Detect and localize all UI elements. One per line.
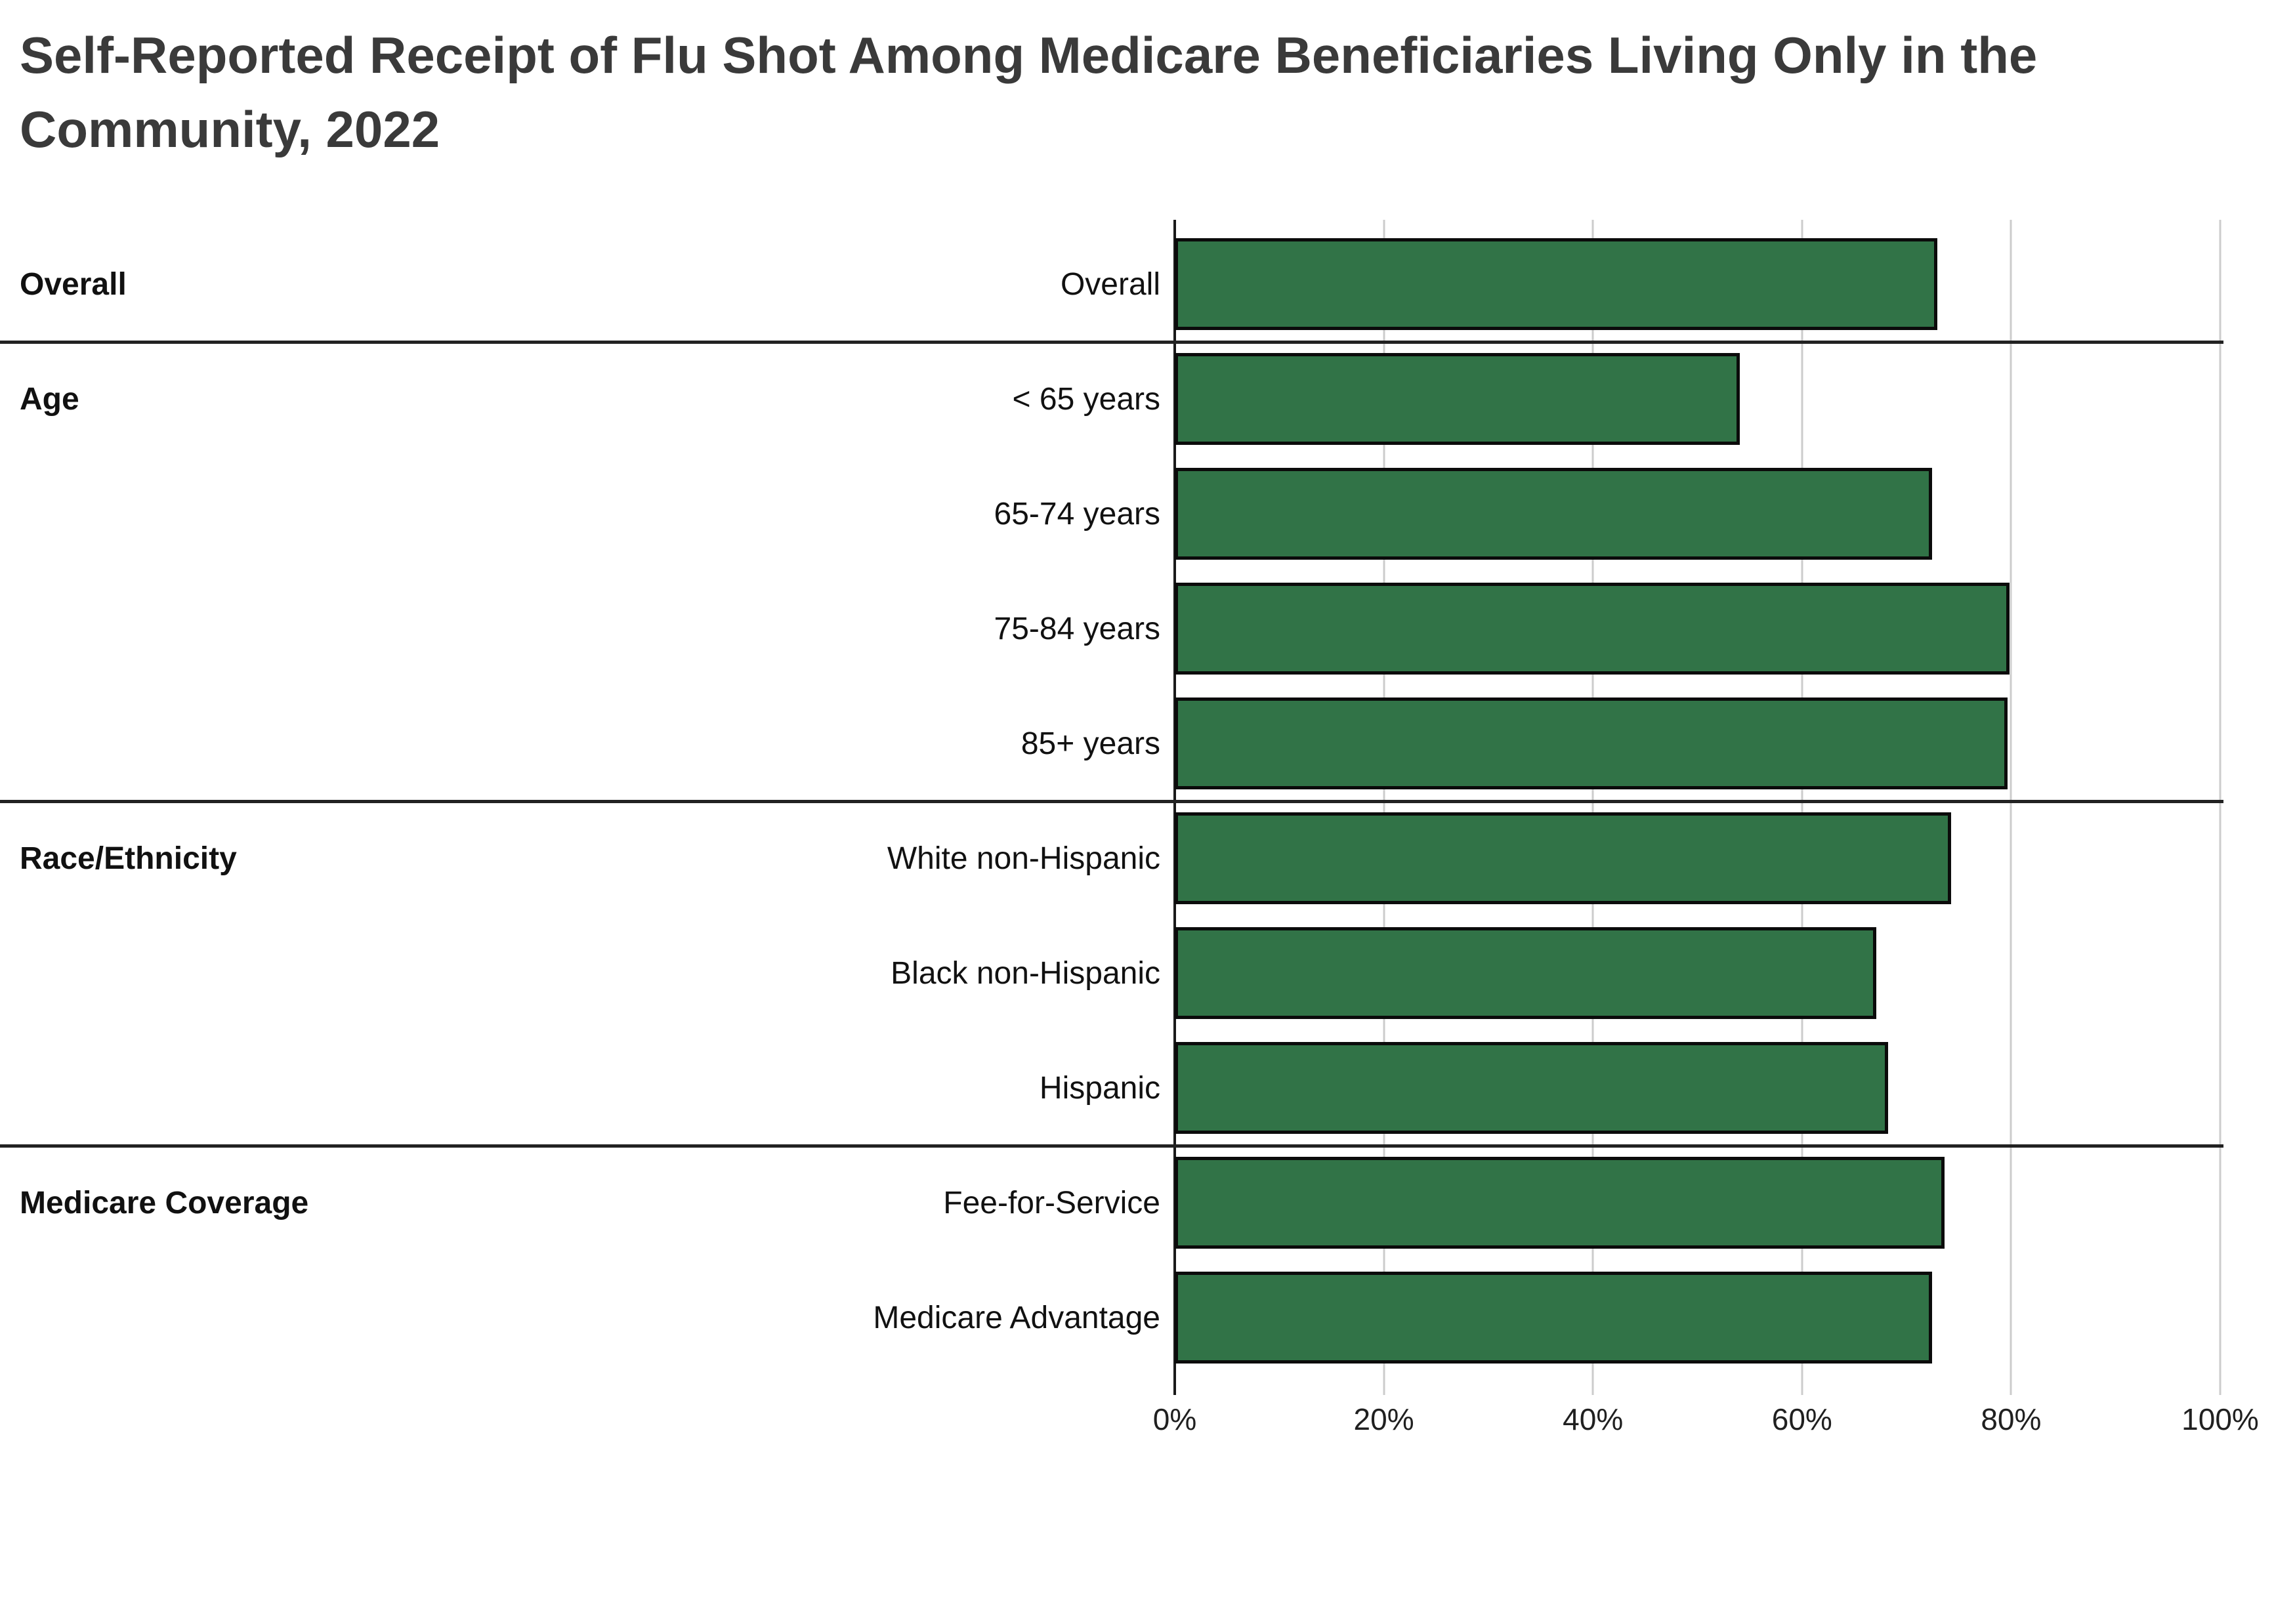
group-label — [0, 1260, 430, 1375]
bar-track — [1175, 1260, 2223, 1375]
group-divider — [0, 341, 2223, 344]
bar-75-84-years — [1175, 583, 2010, 675]
group-label: Overall — [20, 267, 127, 302]
chart-row: 75-84 years — [0, 572, 2223, 686]
gridline-80pct — [2010, 220, 2012, 1395]
gridline-100pct — [2219, 220, 2221, 1395]
gridline-40pct — [1591, 220, 1594, 1395]
bar-track — [1175, 1146, 2223, 1260]
bar-black-non-hispanic — [1175, 927, 1877, 1019]
chart-row: Overall Overall — [0, 227, 2223, 342]
bar-track — [1175, 342, 2223, 457]
category-label: Medicare Advantage — [873, 1301, 1160, 1335]
bar-track — [1175, 1031, 2223, 1146]
bar-chart: 0% 20% 40% 60% 80% 100% Overall Overall Age <… — [0, 220, 2259, 1436]
category-label: 65-74 years — [994, 497, 1160, 531]
chart-row: 65-74 years — [0, 457, 2223, 572]
chart-row: Medicare Coverage Fee-for-Service — [0, 1146, 2223, 1260]
category-label: Black non-Hispanic — [891, 956, 1160, 991]
bar-hispanic — [1175, 1042, 1888, 1134]
bar-white-non-hispanic — [1175, 812, 1951, 904]
bar-track — [1175, 457, 2223, 572]
gridline-20pct — [1383, 220, 1385, 1395]
group-label — [0, 457, 430, 572]
chart-rows: Overall Overall Age < 65 years 65-74 yea… — [0, 220, 2223, 1375]
bar-fee-for-service — [1175, 1157, 1945, 1249]
x-tick-label: 100% — [2181, 1402, 2259, 1436]
chart-row: 85+ years — [0, 686, 2223, 801]
category-label: < 65 years — [1012, 382, 1160, 417]
group-label — [0, 1031, 430, 1146]
x-tick-label: 80% — [1981, 1402, 2042, 1436]
chart-row: Black non-Hispanic — [0, 916, 2223, 1031]
group-label — [0, 916, 430, 1031]
group-label — [0, 686, 430, 801]
group-label: Medicare Coverage — [20, 1186, 309, 1220]
x-tick-label: 0% — [1152, 1402, 1197, 1436]
chart-row: Race/Ethnicity White non-Hispanic — [0, 801, 2223, 916]
category-label: Hispanic — [1039, 1071, 1160, 1106]
chart-title: Self-Reported Receipt of Flu Shot Among … — [20, 26, 2038, 159]
bar-track — [1175, 686, 2223, 801]
bar-65-years — [1175, 353, 1740, 445]
bar-track — [1175, 227, 2223, 342]
chart-row: Hispanic — [0, 1031, 2223, 1146]
chart-row: Medicare Advantage — [0, 1260, 2223, 1375]
bar-track — [1175, 801, 2223, 916]
x-tick-label: 40% — [1563, 1402, 1624, 1436]
bar-65-74-years — [1175, 468, 1932, 560]
x-tick-label: 20% — [1353, 1402, 1414, 1436]
category-label: Fee-for-Service — [943, 1186, 1160, 1220]
category-label: White non-Hispanic — [887, 841, 1160, 876]
x-axis-line — [1173, 220, 1176, 1395]
bar-overall — [1175, 238, 1937, 330]
group-label: Race/Ethnicity — [20, 841, 237, 876]
group-label — [0, 572, 430, 686]
group-divider — [0, 800, 2223, 803]
group-divider — [0, 1144, 2223, 1148]
plot-area: 0% 20% 40% 60% 80% 100% — [1153, 220, 2259, 1436]
category-label: 75-84 years — [994, 612, 1160, 646]
bar-track — [1175, 572, 2223, 686]
gridline-60pct — [1801, 220, 1803, 1395]
bar-track — [1175, 916, 2223, 1031]
category-label: Overall — [1060, 267, 1160, 302]
bar-medicare-advantage — [1175, 1272, 1932, 1364]
bar-85-years — [1175, 697, 2008, 789]
chart-row: Age < 65 years — [0, 342, 2223, 457]
x-tick-label: 60% — [1771, 1402, 1832, 1436]
category-label: 85+ years — [1021, 726, 1160, 761]
group-label: Age — [20, 382, 79, 417]
